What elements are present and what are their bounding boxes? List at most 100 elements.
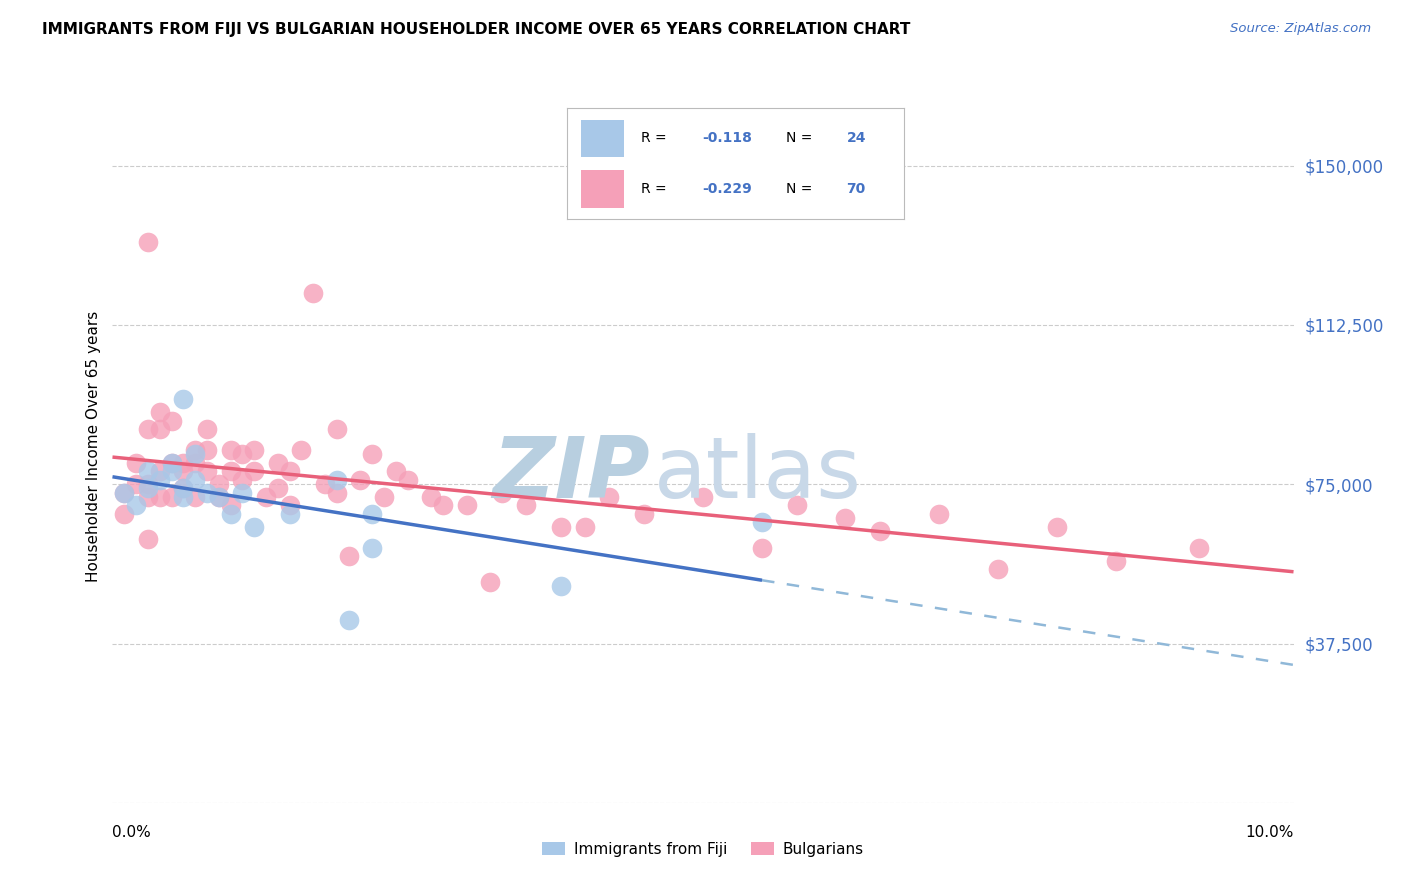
Point: [254, 490, 277, 504]
Point: [385, 465, 408, 479]
Point: [361, 507, 384, 521]
Point: [491, 485, 513, 500]
Point: [112, 485, 135, 500]
Point: [136, 235, 159, 249]
Point: [219, 499, 242, 513]
Point: [172, 482, 194, 496]
Point: [278, 507, 301, 521]
Point: [195, 465, 218, 479]
Point: [349, 473, 371, 487]
Point: [184, 456, 207, 470]
Point: [136, 533, 159, 547]
Point: [987, 562, 1010, 576]
Point: [928, 507, 950, 521]
Point: [373, 490, 395, 504]
Point: [337, 613, 360, 627]
Point: [136, 482, 159, 496]
Point: [172, 392, 194, 407]
Point: [219, 507, 242, 521]
Point: [337, 549, 360, 564]
Point: [786, 499, 808, 513]
Text: ZIP: ZIP: [492, 433, 650, 516]
Point: [751, 516, 773, 530]
Point: [208, 490, 231, 504]
Point: [751, 541, 773, 555]
Point: [456, 499, 478, 513]
Text: 10.0%: 10.0%: [1246, 825, 1294, 840]
Point: [149, 465, 172, 479]
Point: [326, 473, 349, 487]
Point: [243, 465, 266, 479]
Point: [172, 456, 194, 470]
Point: [420, 490, 443, 504]
Point: [633, 507, 655, 521]
Point: [125, 456, 148, 470]
Point: [149, 422, 172, 436]
Point: [136, 477, 159, 491]
Point: [1046, 519, 1069, 533]
Point: [231, 473, 253, 487]
Point: [172, 482, 194, 496]
Point: [125, 477, 148, 491]
Point: [136, 465, 159, 479]
Point: [692, 490, 714, 504]
Point: [219, 443, 242, 458]
Point: [172, 490, 194, 504]
Point: [302, 286, 325, 301]
Point: [1188, 541, 1211, 555]
Point: [160, 465, 183, 479]
Point: [361, 541, 384, 555]
Point: [231, 448, 253, 462]
Point: [112, 485, 135, 500]
Point: [184, 473, 207, 487]
Text: Source: ZipAtlas.com: Source: ZipAtlas.com: [1230, 22, 1371, 36]
Point: [550, 519, 572, 533]
Point: [869, 524, 891, 538]
Point: [149, 473, 172, 487]
Point: [326, 422, 349, 436]
Legend: Immigrants from Fiji, Bulgarians: Immigrants from Fiji, Bulgarians: [536, 836, 870, 863]
Point: [160, 490, 183, 504]
Point: [160, 456, 183, 470]
Point: [160, 456, 183, 470]
Point: [479, 574, 502, 589]
Point: [195, 422, 218, 436]
Point: [160, 413, 183, 427]
Point: [136, 490, 159, 504]
Point: [184, 448, 207, 462]
Point: [208, 490, 231, 504]
Point: [243, 443, 266, 458]
Point: [598, 490, 620, 504]
Point: [149, 405, 172, 419]
Point: [112, 507, 135, 521]
Point: [219, 465, 242, 479]
Point: [267, 482, 290, 496]
Point: [574, 519, 596, 533]
Point: [278, 465, 301, 479]
Point: [396, 473, 419, 487]
Point: [1105, 554, 1128, 568]
Point: [314, 477, 336, 491]
Point: [550, 579, 572, 593]
Point: [834, 511, 856, 525]
Point: [231, 485, 253, 500]
Point: [515, 499, 537, 513]
Point: [290, 443, 312, 458]
Point: [267, 456, 290, 470]
Text: 0.0%: 0.0%: [112, 825, 152, 840]
Point: [361, 448, 384, 462]
Point: [243, 519, 266, 533]
Point: [195, 443, 218, 458]
Point: [208, 477, 231, 491]
Point: [136, 422, 159, 436]
Point: [278, 499, 301, 513]
Text: atlas: atlas: [654, 433, 862, 516]
Text: IMMIGRANTS FROM FIJI VS BULGARIAN HOUSEHOLDER INCOME OVER 65 YEARS CORRELATION C: IMMIGRANTS FROM FIJI VS BULGARIAN HOUSEH…: [42, 22, 911, 37]
Point: [125, 499, 148, 513]
Point: [184, 443, 207, 458]
Point: [172, 465, 194, 479]
Point: [432, 499, 454, 513]
Y-axis label: Householder Income Over 65 years: Householder Income Over 65 years: [86, 310, 101, 582]
Point: [195, 485, 218, 500]
Point: [326, 485, 349, 500]
